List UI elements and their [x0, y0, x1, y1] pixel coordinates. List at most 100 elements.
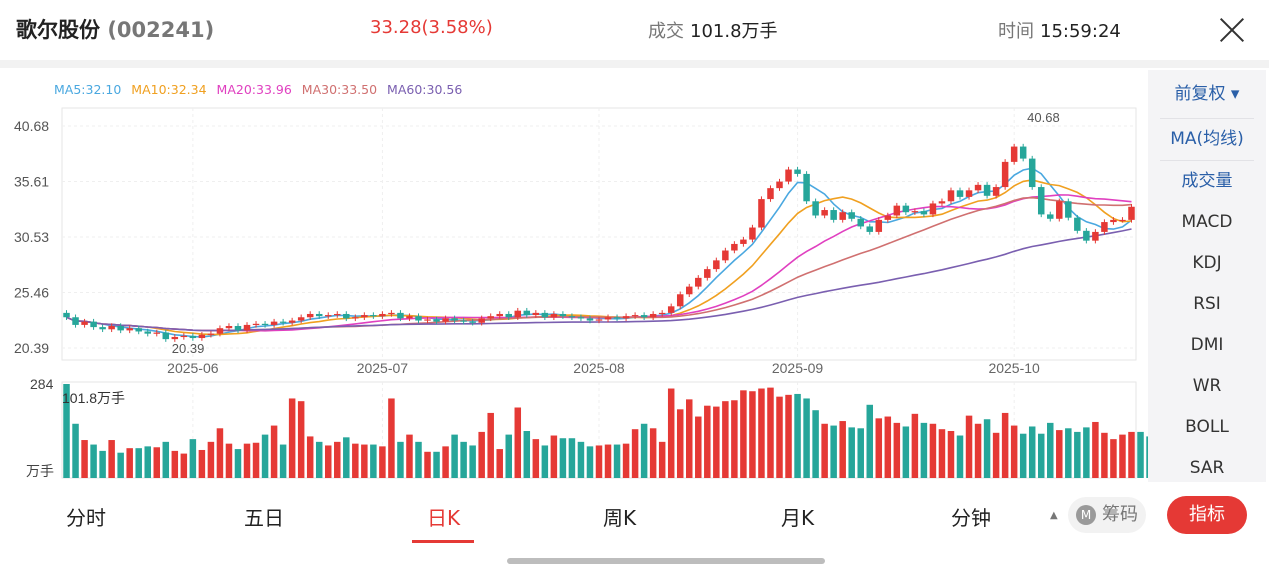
tab-daily-k[interactable]: 日K	[427, 506, 461, 530]
volume-bar	[830, 425, 837, 478]
volume-bar	[550, 435, 558, 478]
volume-bar	[1037, 433, 1045, 478]
candle-body	[1128, 206, 1135, 220]
volume-bar	[974, 423, 982, 478]
volume-bar	[216, 428, 224, 478]
candle-body	[90, 321, 97, 328]
candle-body	[776, 181, 783, 189]
indicator-item-boll[interactable]: BOLL	[1185, 417, 1229, 437]
candle-body	[406, 316, 413, 319]
tab-intraday[interactable]: 分时	[66, 506, 106, 530]
candle-body	[568, 316, 576, 318]
candle-body	[63, 312, 70, 318]
indicator-item-[interactable]: 成交量	[1181, 171, 1233, 191]
close-icon[interactable]	[1214, 12, 1250, 48]
price-change: 33.28(3.58%)	[370, 17, 493, 38]
volume-bar	[1047, 422, 1054, 478]
volume-bar	[956, 435, 964, 478]
volume-bar	[893, 422, 901, 478]
candle-body	[388, 312, 395, 315]
volume-bar	[288, 398, 296, 478]
indicator-item-wr[interactable]: WR	[1192, 376, 1222, 396]
y-tick-label: 35.61	[14, 173, 49, 189]
candle-body	[505, 313, 512, 318]
volume-bar	[595, 445, 603, 478]
candle-body	[279, 321, 287, 323]
volume-bar	[225, 443, 233, 478]
volume-bar	[1146, 436, 1148, 478]
candle-body	[676, 294, 684, 307]
volume-bar	[740, 390, 747, 478]
adjust-dropdown[interactable]: 前复权 ▾	[1148, 70, 1266, 118]
tab-minute[interactable]: 分钟	[951, 506, 991, 530]
candle-body	[622, 316, 630, 319]
candle-body	[532, 312, 540, 316]
candle-body	[577, 317, 585, 319]
candle-body	[965, 190, 973, 197]
kline-chart[interactable]: 40.68 35.61 30.53 25.46 20.39 2025-06 2025-07 2…	[0, 68, 1148, 482]
chips-icon: M	[1076, 505, 1096, 525]
candle-body	[126, 328, 133, 331]
period-tabs: 分时 五日 日K 周K 月K 分钟 ▲ M 筹码 指标	[0, 484, 1269, 580]
indicator-item-macd[interactable]: MACD	[1181, 212, 1233, 232]
tab-monthly-k[interactable]: 月K	[781, 506, 815, 530]
volume-bar	[794, 393, 801, 478]
volume-bar	[776, 396, 783, 478]
volume-bar	[686, 399, 693, 478]
indicator-item-kdj[interactable]: KDJ	[1192, 253, 1222, 273]
candle-body	[225, 326, 233, 329]
indicator-item-rsi[interactable]: RSI	[1193, 294, 1221, 314]
candle-body	[1083, 230, 1090, 241]
volume-bar	[586, 446, 594, 478]
candle-body	[713, 260, 720, 270]
candle-body	[1110, 219, 1117, 223]
volume-bar	[1110, 439, 1117, 478]
volume-bar	[72, 423, 79, 478]
volume-bar	[523, 431, 531, 478]
tab-weekly-k[interactable]: 周K	[603, 506, 637, 530]
candle-body	[234, 326, 242, 331]
candle-body	[81, 321, 88, 325]
candle-body	[496, 313, 503, 317]
volume-bar	[334, 441, 341, 478]
candle-body	[559, 313, 567, 317]
candle-body	[911, 211, 919, 213]
candle-body	[974, 184, 982, 191]
volume-bar	[315, 441, 323, 478]
indicator-item-ma[interactable]: MA(均线)	[1170, 129, 1244, 149]
volume-bar	[1101, 432, 1108, 478]
volume-label: 成交	[648, 21, 684, 42]
indicator-item-dmi[interactable]: DMI	[1190, 335, 1224, 355]
tab-five-day[interactable]: 五日	[244, 506, 284, 530]
candle-body	[686, 286, 693, 295]
low-price-annotation: 20.39	[172, 341, 205, 356]
candle-body	[902, 205, 910, 213]
volume-bar	[884, 416, 892, 478]
volume-bar	[965, 415, 973, 478]
indicator-item-sar[interactable]: SAR	[1189, 458, 1225, 478]
volume-bar	[857, 428, 864, 478]
ma-legend-item-1: MA10:32.34	[131, 82, 207, 97]
candle-body	[315, 313, 323, 317]
candle-body	[153, 332, 161, 334]
candle-body	[180, 335, 188, 338]
y-tick-label: 30.53	[14, 229, 49, 245]
candle-body	[306, 313, 314, 318]
volume-bar	[198, 449, 206, 478]
candle-body	[631, 315, 639, 317]
volume-bar	[406, 434, 413, 478]
candle-body	[343, 313, 350, 319]
volume-bar	[604, 444, 612, 478]
volume-axis-unit: 万手	[26, 463, 54, 479]
volume-bar	[1056, 430, 1063, 478]
volume-bar	[514, 407, 522, 478]
header: 歌尔股份 (002241) 33.28(3.58%) 成交 101.8万手 时间 1…	[0, 0, 1269, 60]
candle-body	[830, 210, 837, 220]
volume-bar	[1010, 425, 1018, 478]
candle-body	[604, 317, 612, 320]
chips-button[interactable]: M 筹码	[1068, 497, 1146, 533]
candle-body	[460, 320, 467, 322]
indicator-button[interactable]: 指标	[1167, 496, 1247, 534]
candle-body	[640, 315, 648, 318]
volume-axis-max: 284	[30, 376, 54, 392]
